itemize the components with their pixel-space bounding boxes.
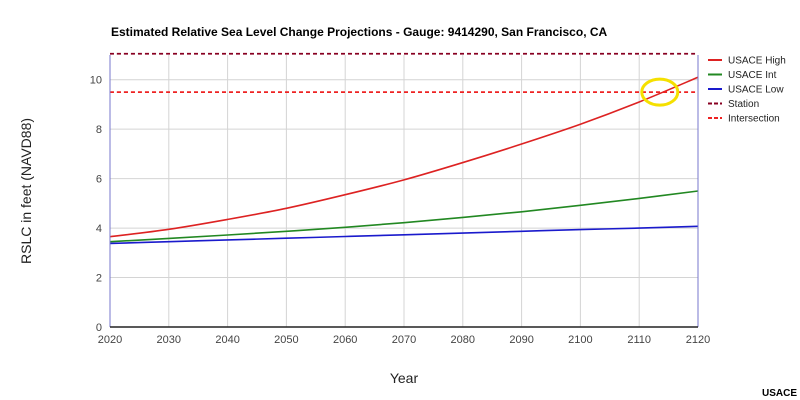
series-line-usace-low [109, 225, 699, 245]
highlight-group [640, 77, 680, 107]
y-tick-label: 8 [96, 124, 102, 136]
x-tick-label: 2120 [686, 334, 710, 346]
source-label: USACE [762, 388, 797, 399]
y-tick-label: 0 [96, 322, 102, 334]
legend-label: USACE Low [728, 85, 784, 96]
axes: 2020 2030 2040 2050 2060 2070 2080 2090 2100 2110… [90, 55, 710, 346]
legend-label: Station [728, 99, 759, 110]
y-tick-label: 2 [96, 273, 102, 285]
legend-label: USACE Int [728, 70, 777, 81]
chart-title: Estimated Relative Sea Level Change Proj… [111, 25, 608, 39]
x-axis-label: Year [390, 370, 419, 386]
x-tick-label: 2050 [274, 334, 298, 346]
intersection-highlight [640, 77, 680, 107]
x-tick-label: 2020 [98, 334, 122, 346]
x-tick-label: 2030 [157, 334, 181, 346]
legend: USACE High USACE Int USACE Low Station Inter… [708, 56, 786, 125]
legend-label: USACE High [728, 56, 786, 67]
x-tick-label: 2040 [215, 334, 239, 346]
y-axis-label: RSLC in feet (NAVD88) [18, 118, 34, 264]
grid [109, 55, 699, 328]
y-tick-label: 10 [90, 75, 102, 87]
series-line-usace-high [109, 76, 699, 238]
x-tick-label: 2080 [451, 334, 475, 346]
x-tick-label: 2110 [627, 334, 651, 346]
legend-label: Intersection [728, 114, 780, 125]
x-tick-label: 2090 [509, 334, 533, 346]
series-group [109, 52, 699, 245]
series-line-usace-int [109, 190, 699, 243]
y-tick-label: 4 [96, 223, 102, 235]
x-tick-label: 2060 [333, 334, 357, 346]
y-tick-label: 6 [96, 174, 102, 186]
x-tick-label: 2100 [568, 334, 592, 346]
x-tick-label: 2070 [392, 334, 416, 346]
